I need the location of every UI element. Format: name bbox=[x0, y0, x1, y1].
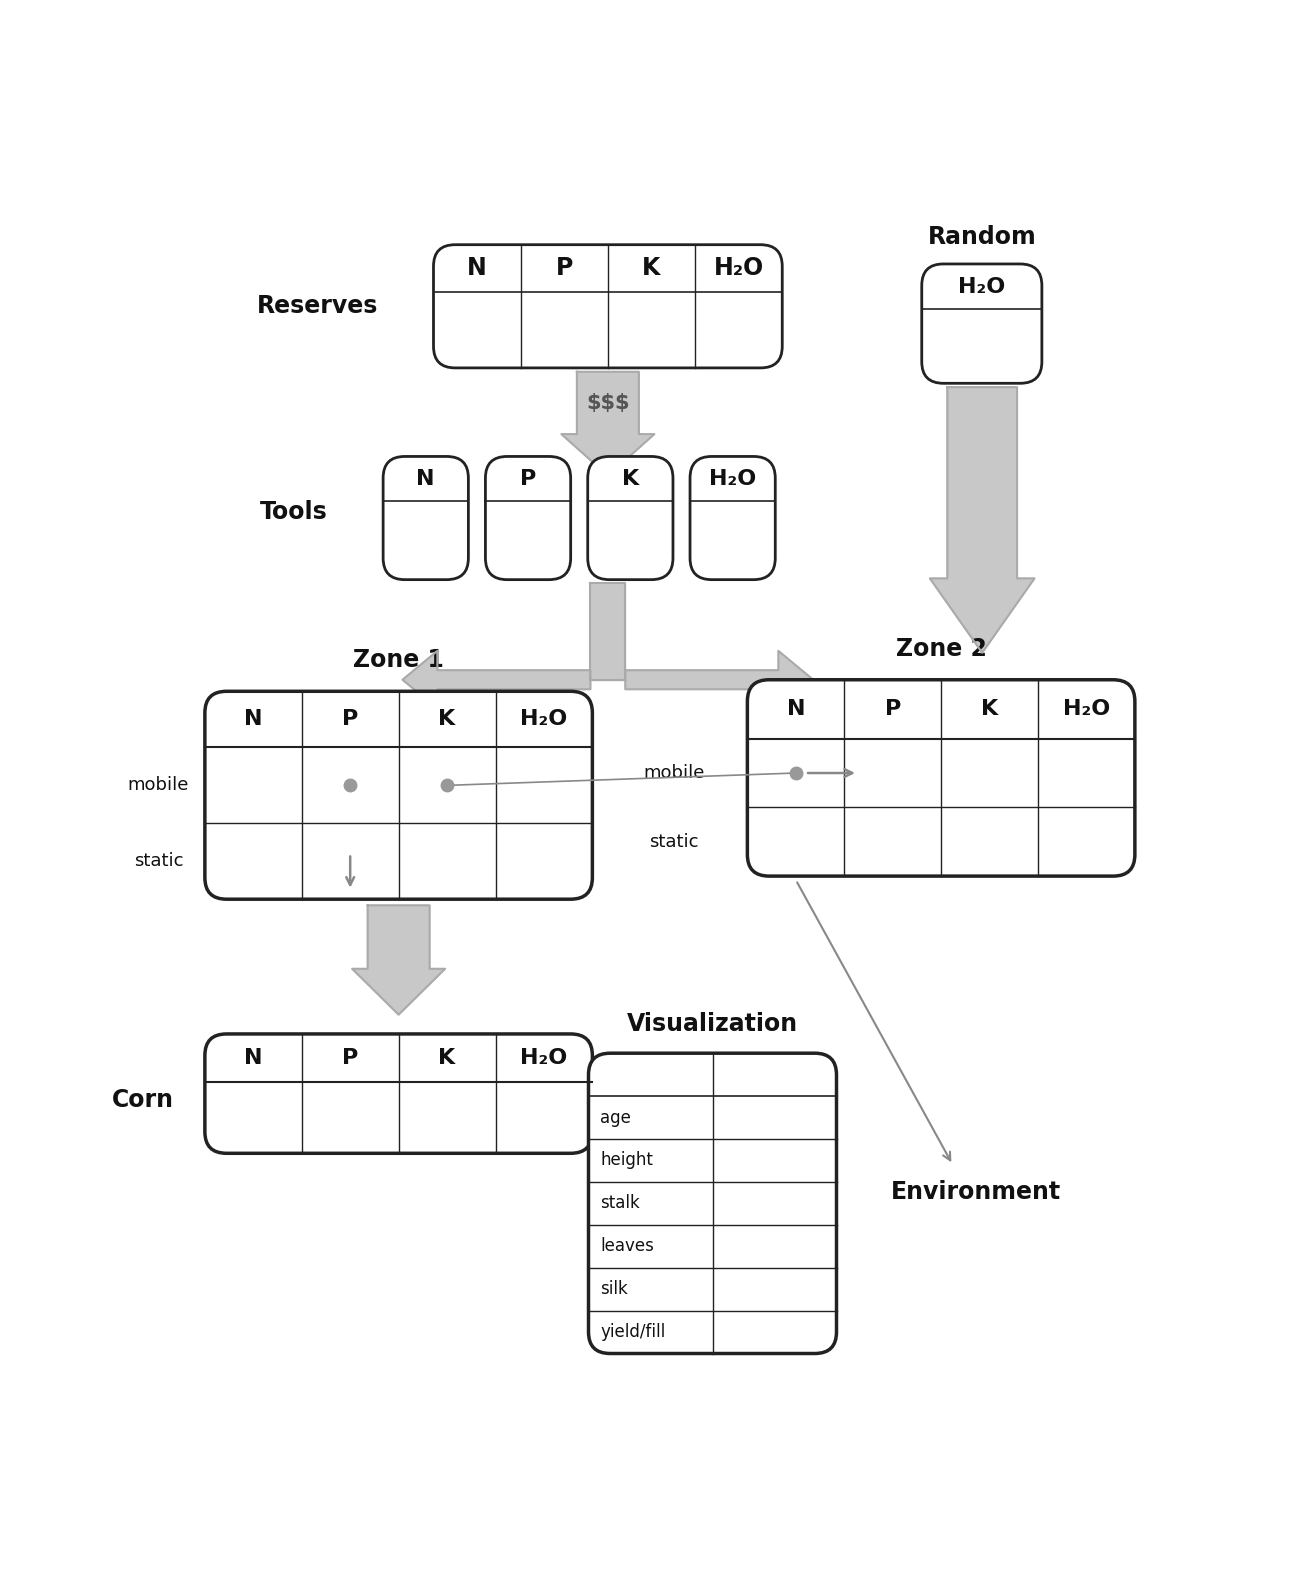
Text: P: P bbox=[884, 700, 901, 719]
Text: height: height bbox=[600, 1151, 653, 1170]
FancyBboxPatch shape bbox=[588, 456, 672, 580]
Text: leaves: leaves bbox=[600, 1237, 654, 1255]
Text: age: age bbox=[600, 1108, 631, 1127]
Text: Corn: Corn bbox=[112, 1088, 174, 1111]
Polygon shape bbox=[402, 650, 591, 709]
Text: yield/fill: yield/fill bbox=[600, 1323, 666, 1340]
Polygon shape bbox=[929, 386, 1035, 653]
Text: H₂O: H₂O bbox=[520, 1048, 567, 1068]
Text: Zone 2: Zone 2 bbox=[896, 638, 986, 661]
Polygon shape bbox=[561, 372, 654, 475]
Text: K: K bbox=[643, 256, 661, 280]
Text: N: N bbox=[244, 1048, 262, 1068]
FancyBboxPatch shape bbox=[485, 456, 571, 580]
Polygon shape bbox=[626, 650, 814, 709]
Text: static: static bbox=[649, 833, 698, 851]
Text: H₂O: H₂O bbox=[958, 277, 1006, 297]
FancyBboxPatch shape bbox=[383, 456, 469, 580]
Text: K: K bbox=[981, 700, 998, 719]
Text: $$$: $$$ bbox=[587, 393, 630, 413]
Text: N: N bbox=[467, 256, 487, 280]
Text: silk: silk bbox=[600, 1280, 628, 1297]
Text: H₂O: H₂O bbox=[714, 256, 763, 280]
Text: K: K bbox=[622, 469, 639, 488]
Text: Random: Random bbox=[928, 226, 1036, 250]
FancyBboxPatch shape bbox=[205, 692, 592, 900]
Text: H₂O: H₂O bbox=[520, 709, 567, 730]
Text: H₂O: H₂O bbox=[1063, 700, 1110, 719]
Text: mobile: mobile bbox=[127, 776, 190, 795]
Text: N: N bbox=[244, 709, 262, 730]
Text: H₂O: H₂O bbox=[709, 469, 757, 488]
Text: P: P bbox=[343, 709, 358, 730]
Text: Environment: Environment bbox=[890, 1180, 1060, 1204]
FancyBboxPatch shape bbox=[748, 681, 1134, 876]
FancyBboxPatch shape bbox=[588, 1053, 836, 1353]
Polygon shape bbox=[591, 584, 626, 681]
Text: Zone 1: Zone 1 bbox=[353, 649, 444, 673]
Text: Visualization: Visualization bbox=[627, 1011, 798, 1037]
Text: stalk: stalk bbox=[600, 1194, 640, 1212]
Text: P: P bbox=[520, 469, 536, 488]
Text: Reserves: Reserves bbox=[257, 294, 378, 318]
Text: P: P bbox=[343, 1048, 358, 1068]
Polygon shape bbox=[352, 905, 445, 1014]
FancyBboxPatch shape bbox=[205, 1034, 592, 1153]
Text: static: static bbox=[134, 852, 183, 870]
Text: P: P bbox=[556, 256, 572, 280]
Text: N: N bbox=[417, 469, 435, 488]
FancyBboxPatch shape bbox=[922, 264, 1042, 383]
Text: mobile: mobile bbox=[643, 765, 705, 782]
Text: K: K bbox=[439, 1048, 456, 1068]
FancyBboxPatch shape bbox=[691, 456, 775, 580]
Text: Tools: Tools bbox=[260, 499, 328, 523]
Text: K: K bbox=[439, 709, 456, 730]
FancyBboxPatch shape bbox=[434, 245, 783, 367]
Text: N: N bbox=[787, 700, 805, 719]
